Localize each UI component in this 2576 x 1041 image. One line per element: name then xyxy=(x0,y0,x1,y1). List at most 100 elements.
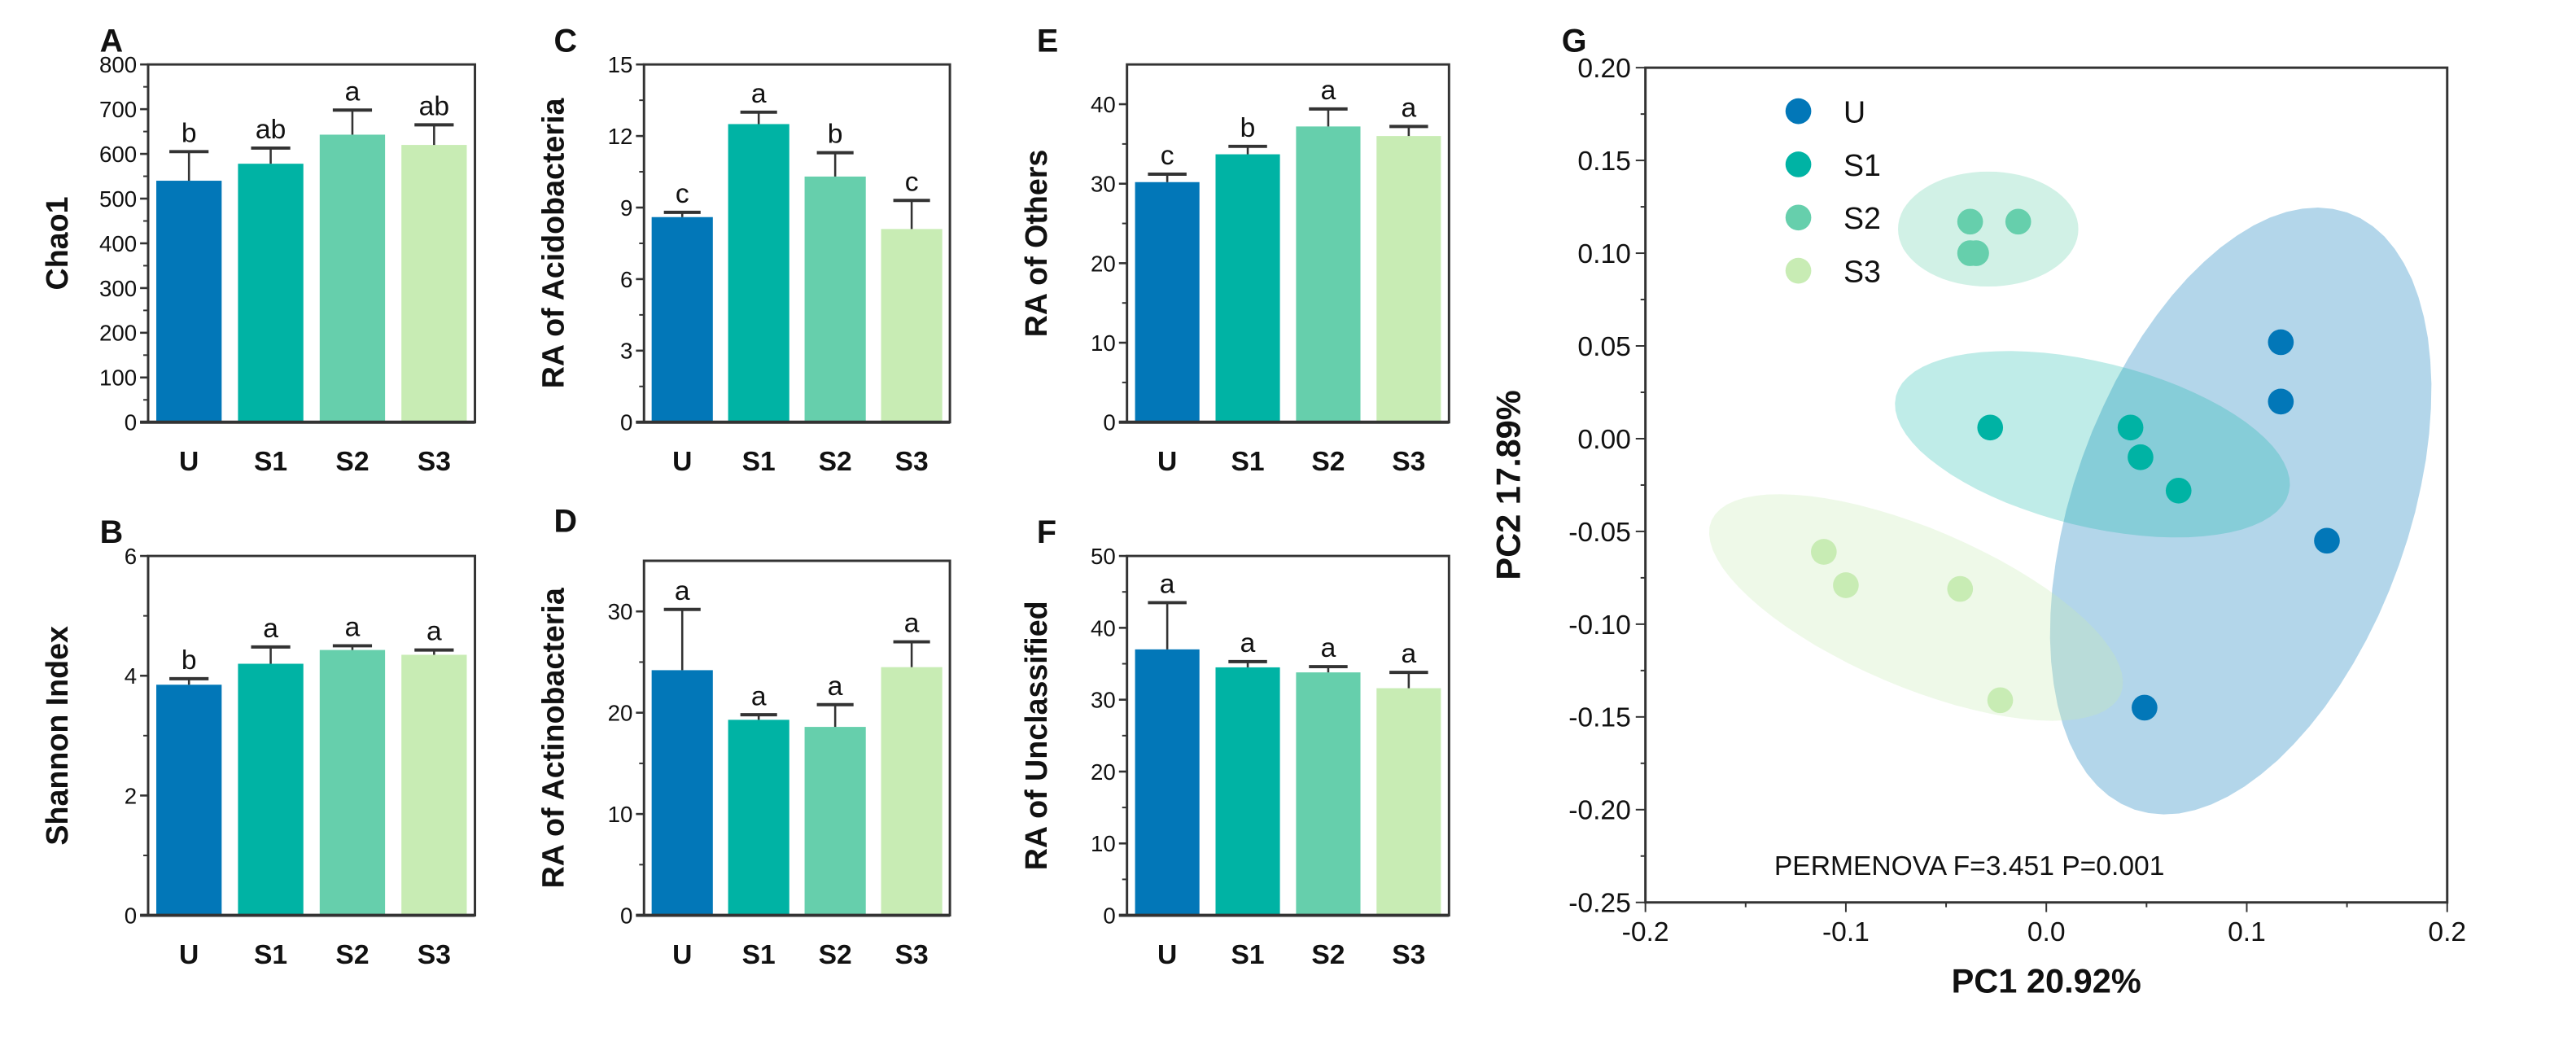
y-tick-label: 800 xyxy=(99,52,137,77)
panel-A: b Uab S1 a S2 ab S3 0 100 200 300 400 500 600 700 800 Ch… xyxy=(40,23,477,477)
x-tick-label: U xyxy=(179,447,199,477)
significance-letter: a xyxy=(751,681,767,711)
significance-letter: a xyxy=(345,613,361,643)
bar-S2 xyxy=(319,134,386,422)
x-tick-label: S1 xyxy=(742,447,776,477)
y-axis-title: RA of Actinobacteria xyxy=(536,587,570,888)
y-tick-label: 0 xyxy=(125,410,137,435)
y-axis-title: RA of Others xyxy=(1019,150,1053,338)
point-S1 xyxy=(2165,477,2192,504)
panel-F: a Ua S1 a S2 a S3 0 10 20 30 40 50 RA of Unclassified… xyxy=(1019,514,1450,970)
y-tick-label: 30 xyxy=(608,599,633,624)
x-tick-label: 0.0 xyxy=(2027,917,2066,947)
y-tick-label: 600 xyxy=(99,142,137,167)
point-S1 xyxy=(2128,444,2154,470)
point-S1 xyxy=(1977,414,2004,441)
confidence-ellipse-S3 xyxy=(1708,494,2123,721)
bar-S3 xyxy=(881,229,942,422)
legend: U S1 S2 S3 xyxy=(1785,94,1881,288)
y-tick-label: -0.10 xyxy=(1568,610,1631,641)
point-S3 xyxy=(1811,539,1837,565)
x-tick-label: 0.1 xyxy=(2228,917,2266,947)
y-tick-label: 100 xyxy=(99,365,137,391)
x-tick-label: S3 xyxy=(1392,940,1425,970)
panel-D: a Ua S1 a S2 a S3 0 10 20 30 RA of Actinobacteria D xyxy=(536,503,951,970)
significance-letter: a xyxy=(345,77,361,107)
bar-S3 xyxy=(401,145,467,422)
x-tick-label: S2 xyxy=(335,940,369,970)
x-tick-label: S1 xyxy=(1231,447,1264,477)
significance-letter: b xyxy=(1240,113,1256,143)
y-tick-label: 0 xyxy=(125,903,137,928)
x-tick-label: S2 xyxy=(1311,447,1345,477)
panel-C: c Ua S1 b S2 c S3 0 3 6 9 12 15 RA of Acidobacteria C xyxy=(536,23,951,477)
significance-letter: c xyxy=(905,167,919,197)
significance-letter: a xyxy=(426,617,442,647)
bar-S2 xyxy=(804,727,866,916)
y-tick-label: 20 xyxy=(1091,251,1116,276)
x-tick-label: S2 xyxy=(335,447,369,477)
x-axis-title: PC1 20.92% xyxy=(1952,962,2141,1000)
x-tick-label: S1 xyxy=(742,940,776,970)
y-tick-label: -0.20 xyxy=(1568,796,1631,826)
legend-marker-U xyxy=(1785,98,1812,125)
y-tick-label: 500 xyxy=(99,186,137,212)
significance-letter: a xyxy=(751,79,767,109)
y-tick-label: 20 xyxy=(1091,759,1116,785)
bar-S3 xyxy=(1376,688,1441,916)
bar-S2 xyxy=(1296,126,1361,422)
legend-label: U xyxy=(1843,94,1865,129)
x-tick-label: U xyxy=(179,940,199,970)
x-tick-label: U xyxy=(1157,447,1177,477)
bar-S2 xyxy=(804,176,866,422)
confidence-ellipse-U xyxy=(2049,208,2432,815)
x-tick-label: S1 xyxy=(254,940,287,970)
y-tick-label: 0.15 xyxy=(1577,147,1630,177)
y-tick-label: 700 xyxy=(99,97,137,122)
y-tick-label: -0.05 xyxy=(1568,518,1631,548)
point-U xyxy=(2268,388,2294,415)
bar-U xyxy=(651,670,713,916)
significance-letter: c xyxy=(1161,141,1174,171)
y-tick-label: 40 xyxy=(1091,615,1116,641)
significance-letter: a xyxy=(675,576,690,606)
y-axis-title: Chao1 xyxy=(40,196,74,290)
legend-label: S2 xyxy=(1843,201,1881,235)
x-tick-label: S3 xyxy=(1392,447,1425,477)
y-tick-label: 0.00 xyxy=(1577,425,1630,455)
y-tick-label: -0.15 xyxy=(1568,703,1631,733)
y-tick-label: 0.05 xyxy=(1577,332,1630,362)
x-tick-label: S2 xyxy=(819,940,852,970)
significance-letter: a xyxy=(828,671,843,702)
panel-G: -0.2 -0.1 0.0 0.1 0.2 0.20 0.15 0.10 0.05 0.00 -0.… xyxy=(1489,23,2466,999)
significance-letter: a xyxy=(1321,76,1336,106)
significance-letter: a xyxy=(263,614,278,644)
point-U xyxy=(2132,694,2158,721)
panel-label: B xyxy=(100,514,124,550)
y-tick-label: 50 xyxy=(1091,544,1116,569)
significance-letter: ab xyxy=(256,115,286,145)
y-tick-label: 20 xyxy=(608,701,633,726)
y-tick-label: 0 xyxy=(1103,410,1115,435)
y-tick-label: 9 xyxy=(620,195,632,221)
legend-label: S1 xyxy=(1843,148,1881,182)
significance-letter: c xyxy=(676,179,689,209)
significance-letter: a xyxy=(1402,639,1417,669)
bar-S3 xyxy=(401,654,467,916)
y-tick-label: 0 xyxy=(620,410,632,435)
y-tick-label: -0.25 xyxy=(1568,889,1631,919)
y-tick-label: 400 xyxy=(99,231,137,256)
significance-letter: a xyxy=(1240,628,1256,658)
bar-S3 xyxy=(881,667,942,916)
y-tick-label: 6 xyxy=(125,544,137,569)
point-S1 xyxy=(2117,414,2144,441)
x-tick-label: S3 xyxy=(418,940,451,970)
x-tick-label: S3 xyxy=(895,447,929,477)
bar-S3 xyxy=(1376,136,1441,422)
bar-U xyxy=(156,685,222,916)
point-S2 xyxy=(1963,240,1989,266)
y-tick-label: 2 xyxy=(125,783,137,808)
y-tick-label: 200 xyxy=(99,321,137,346)
bar-U xyxy=(156,181,222,422)
bar-S2 xyxy=(1296,672,1361,916)
